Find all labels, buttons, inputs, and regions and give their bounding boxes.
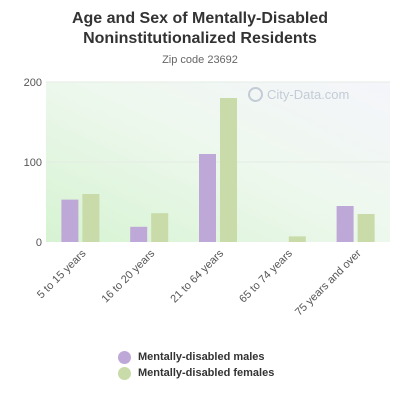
y-tick-label: 100 bbox=[24, 157, 42, 169]
legend-label-females: Mentally-disabled females bbox=[138, 367, 275, 379]
legend-swatch-males bbox=[118, 350, 131, 364]
legend-swatch-females bbox=[118, 366, 131, 380]
chart-title: Age and Sex of Mentally-Disabled Noninst… bbox=[71, 10, 329, 47]
bar-females bbox=[82, 194, 100, 242]
y-tick-label: 0 bbox=[36, 237, 42, 249]
x-tick-label: 65 to 74 years bbox=[237, 247, 295, 305]
bar-females bbox=[151, 213, 169, 242]
watermark: City-Data.com bbox=[248, 87, 349, 102]
bar-females bbox=[288, 236, 306, 242]
legend-item-females: Mentally-disabled females bbox=[118, 365, 274, 381]
x-tick-label: 21 to 64 years bbox=[168, 247, 226, 305]
chart-subtitle: Zip code 23692 bbox=[162, 54, 238, 66]
bar-females bbox=[220, 98, 237, 242]
watermark-text: City-Data.com bbox=[267, 87, 350, 102]
y-tick-label: 200 bbox=[24, 77, 42, 89]
x-tick-label: 16 to 20 years bbox=[100, 247, 158, 305]
bar-males bbox=[336, 206, 354, 242]
bar-females bbox=[357, 214, 375, 242]
magnifier-icon bbox=[248, 87, 263, 102]
legend-item-males: Mentally-disabled males bbox=[118, 349, 274, 365]
bar-males bbox=[130, 226, 148, 242]
x-tick-label: 75 years and over bbox=[293, 247, 364, 318]
bar-males bbox=[199, 154, 216, 242]
bar-males bbox=[61, 199, 79, 242]
x-tick-label: 5 to 15 years bbox=[35, 247, 89, 301]
legend-label-males: Mentally-disabled males bbox=[138, 351, 265, 363]
legend: Mentally-disabled males Mentally-disable… bbox=[118, 349, 274, 381]
